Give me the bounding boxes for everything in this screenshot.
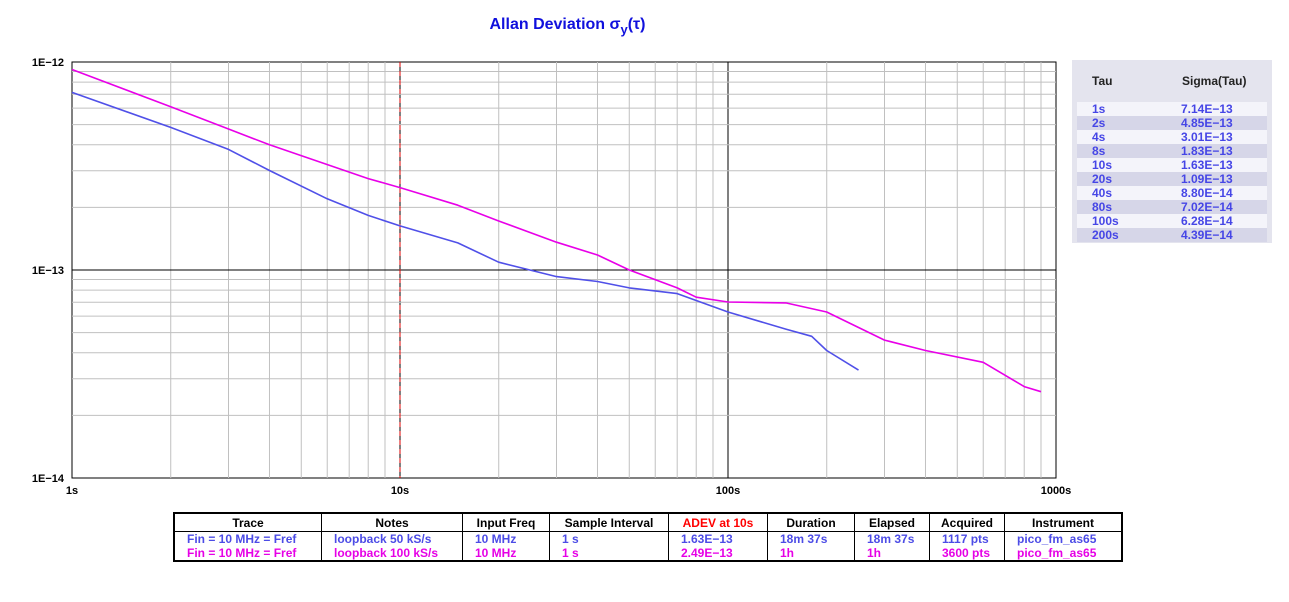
trace-info-table: Trace Notes Input Freq Sample Interval ADEV … <box>173 512 1123 562</box>
info-header-row: Trace Notes Input Freq Sample Interval ADEV … <box>173 512 1123 532</box>
tau-value: 4s <box>1092 130 1106 144</box>
info-cell: 1h <box>854 546 930 562</box>
sigma-header: Sigma(Tau) <box>1182 74 1247 88</box>
sigma-tau-panel: Tau Sigma(Tau) 1s 7.14E−13 2s 4.85E−13 4s 3.0… <box>1072 60 1272 243</box>
sigma-value: 4.39E−14 <box>1181 228 1233 242</box>
info-cell: 18m 37s <box>767 531 855 546</box>
sigma-value: 6.28E−14 <box>1181 214 1233 228</box>
sigma-value: 1.09E−13 <box>1181 172 1233 186</box>
tau-value: 10s <box>1092 158 1113 172</box>
y-tick-label: 1E−14 <box>32 473 65 485</box>
info-header-cell: Sample Interval <box>549 512 669 532</box>
grid <box>72 62 1056 478</box>
x-tick-label: 1000s <box>1041 485 1072 497</box>
sigma-value: 3.01E−13 <box>1181 130 1233 144</box>
tau-value: 200s <box>1092 228 1119 242</box>
tau-value: 40s <box>1092 186 1113 200</box>
title-subscript: y <box>620 22 628 37</box>
sigma-row: 8s 1.83E−13 <box>1077 144 1267 158</box>
sigma-row: 100s 6.28E−14 <box>1077 214 1267 228</box>
sigma-row: 4s 3.01E−13 <box>1077 130 1267 144</box>
series-line-1 <box>71 91 859 371</box>
sigma-row: 80s 7.02E−14 <box>1077 200 1267 214</box>
info-cell: pico_fm_as65 <box>1004 546 1123 562</box>
title-tail: (τ) <box>627 16 646 33</box>
info-header-cell: Trace <box>173 512 322 532</box>
info-cell: Fin = 10 MHz = Fref <box>173 531 322 546</box>
info-cell: Fin = 10 MHz = Fref <box>173 546 322 562</box>
x-tick-label: 100s <box>716 485 740 497</box>
tau-header: Tau <box>1092 74 1113 88</box>
y-tick-label: 1E−13 <box>32 265 64 277</box>
info-cell: 1 s <box>549 531 669 546</box>
info-row: Fin = 10 MHz = Fref loopback 50 kS/s 10 MH… <box>173 531 1123 546</box>
sigma-row: 1s 7.14E−13 <box>1077 102 1267 116</box>
sigma-row: 2s 4.85E−13 <box>1077 116 1267 130</box>
tau-value: 2s <box>1092 116 1106 130</box>
sigma-row: 40s 8.80E−14 <box>1077 186 1267 200</box>
info-header-cell: Duration <box>767 512 855 532</box>
info-cell: 18m 37s <box>854 531 930 546</box>
sigma-value: 1.83E−13 <box>1181 144 1233 158</box>
x-tick-label: 1s <box>66 485 78 497</box>
info-header-cell: Notes <box>321 512 463 532</box>
tau-value: 8s <box>1092 144 1106 158</box>
x-tick-label: 10s <box>391 485 409 497</box>
sigma-value: 4.85E−13 <box>1181 116 1233 130</box>
sigma-row: 20s 1.09E−13 <box>1077 172 1267 186</box>
info-header-cell: Input Freq <box>462 512 550 532</box>
info-cell: 10 MHz <box>462 531 550 546</box>
info-cell: 3600 pts <box>929 546 1005 562</box>
info-cell: pico_fm_as65 <box>1004 531 1123 546</box>
sigma-value: 1.63E−13 <box>1181 158 1233 172</box>
sigma-value: 7.02E−14 <box>1181 200 1233 214</box>
info-cell: 2.49E−13 <box>668 546 768 562</box>
tau-value: 100s <box>1092 214 1119 228</box>
sigma-rows: 1s 7.14E−13 2s 4.85E−13 4s 3.01E−13 8s 1.83E−13… <box>1077 102 1267 242</box>
info-cell: 1h <box>767 546 855 562</box>
series-line-2 <box>71 68 1042 393</box>
info-header-cell: Acquired <box>929 512 1005 532</box>
sigma-value: 7.14E−13 <box>1181 102 1233 116</box>
chart-title: Allan Deviation σy(τ) <box>0 16 1135 37</box>
sigma-value: 8.80E−14 <box>1181 186 1233 200</box>
tau-value: 80s <box>1092 200 1113 214</box>
info-header-cell: ADEV at 10s <box>668 512 768 532</box>
info-cell: loopback 50 kS/s <box>321 531 463 546</box>
series-layer <box>71 68 1042 393</box>
info-cell: 1117 pts <box>929 531 1005 546</box>
sigma-row: 10s 1.63E−13 <box>1077 158 1267 172</box>
tau-value: 20s <box>1092 172 1113 186</box>
info-cell: loopback 100 kS/s <box>321 546 463 562</box>
info-row: Fin = 10 MHz = Fref loopback 100 kS/s 10 M… <box>173 546 1123 562</box>
tick-labels: 1s 10s 100s 1000s 1E−12 1E−13 1E−14 <box>32 57 1071 497</box>
sigma-row: 200s 4.39E−14 <box>1077 228 1267 242</box>
tau-value: 1s <box>1092 102 1106 116</box>
info-cell: 1 s <box>549 546 669 562</box>
title-main: Allan Deviation σ <box>489 16 621 33</box>
y-tick-label: 1E−12 <box>32 57 64 69</box>
info-body: Fin = 10 MHz = Fref loopback 50 kS/s 10 MH… <box>173 531 1123 562</box>
info-header-cell: Instrument <box>1004 512 1123 532</box>
info-cell: 10 MHz <box>462 546 550 562</box>
info-cell: 1.63E−13 <box>668 531 768 546</box>
info-header-cell: Elapsed <box>854 512 930 532</box>
